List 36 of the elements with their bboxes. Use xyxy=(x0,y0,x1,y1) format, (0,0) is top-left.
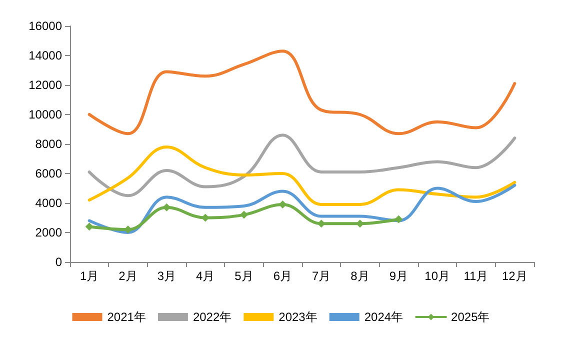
point xyxy=(85,222,94,231)
y-tick-label: 4000 xyxy=(35,196,62,210)
x-tick-label: 4月 xyxy=(196,269,215,283)
point xyxy=(278,200,287,208)
legend-label: 2025年 xyxy=(451,310,490,324)
y-tick-label: 8000 xyxy=(35,137,62,151)
y-tick-label: 16000 xyxy=(28,19,62,33)
y-tick-label: 12000 xyxy=(28,78,62,92)
x-tick-label: 10月 xyxy=(424,269,450,283)
point xyxy=(162,203,171,212)
x-tick-label: 8月 xyxy=(350,269,370,283)
x-tick-label: 7月 xyxy=(312,269,331,283)
y-tick-label: 10000 xyxy=(28,108,62,122)
point xyxy=(356,220,364,228)
y-tick-label: 14000 xyxy=(28,48,62,62)
y-tick-label: 2000 xyxy=(35,226,62,240)
y-tick-label: 0 xyxy=(55,255,62,269)
legend-label: 2023年 xyxy=(278,310,318,324)
x-tick-label: 1月 xyxy=(80,269,99,283)
x-tick-label: 2月 xyxy=(118,269,138,283)
x-tick-label: 12月 xyxy=(502,269,528,283)
point xyxy=(240,210,248,219)
point xyxy=(394,215,403,224)
legend-label: 2024年 xyxy=(364,310,404,324)
legend-label: 2022年 xyxy=(192,310,232,324)
y-tick-label: 6000 xyxy=(35,166,62,180)
line-series xyxy=(88,145,516,206)
x-tick-label: 11月 xyxy=(464,269,488,283)
line-series xyxy=(88,134,516,198)
legend-label: 2021年 xyxy=(107,310,146,324)
line-series xyxy=(88,50,516,136)
x-tick-label: 5月 xyxy=(234,269,254,283)
x-tick-label: 3月 xyxy=(157,269,176,283)
line-series xyxy=(88,184,516,234)
x-tick-label: 6月 xyxy=(273,269,292,283)
x-tick-label: 9月 xyxy=(389,269,408,283)
